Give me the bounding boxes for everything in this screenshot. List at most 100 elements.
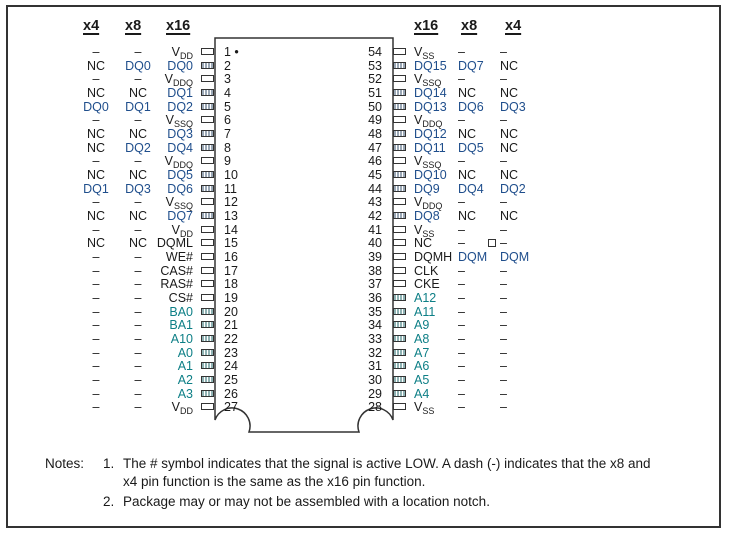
signal-name: DQ15 <box>414 58 447 73</box>
pin-x8-label: – <box>458 45 465 59</box>
pin-x4-label: – <box>500 345 507 360</box>
pin-x8-label: – <box>134 113 142 128</box>
pin-x8-label: NC <box>128 236 148 251</box>
pin-x8-label: – <box>134 250 142 265</box>
pin-x16-signal: DQ8 <box>414 209 440 223</box>
pin-lead <box>201 403 214 411</box>
signal-name: DQ13 <box>414 99 447 114</box>
pin-number: 35 <box>368 304 382 319</box>
signal-name: A8 <box>414 332 430 347</box>
pin-x4-label: NC <box>86 209 106 224</box>
pin-x16-signal: NC <box>414 236 432 250</box>
signal-name: V <box>171 400 180 415</box>
pin-x8-label: – <box>458 318 465 333</box>
pin-x8-label: DQ0 <box>125 58 151 73</box>
pin-x4-label: NC <box>500 86 519 100</box>
pin-x4-label: – <box>500 373 507 388</box>
pin-lead <box>201 184 214 192</box>
pin-number: 27 <box>224 400 238 415</box>
pin-lead <box>393 376 406 384</box>
pin-x16-signal: A5 <box>414 373 429 387</box>
pin-x4-label: NC <box>86 127 106 142</box>
pin-x16-signal: VSSQ <box>140 113 193 129</box>
signal-name: V <box>164 154 173 169</box>
signal-name: V <box>414 154 423 169</box>
pin-x16-signal: DQ12 <box>414 127 447 141</box>
signal-name: DQ0 <box>167 58 193 73</box>
signal-name: V <box>164 72 173 87</box>
pin-x8-label: – <box>458 263 465 278</box>
pin-x4-label: – <box>500 195 507 210</box>
pin-x16-signal: VSSQ <box>414 72 442 89</box>
signal-subscript: SSQ <box>422 78 442 89</box>
signal-subscript: DDQ <box>173 160 193 171</box>
signal-subscript: DD <box>180 51 193 61</box>
pin-x8-label: DQ5 <box>458 140 484 155</box>
pin-number: 28 <box>368 400 382 415</box>
pin-x4-label: – <box>500 291 507 306</box>
pin-x4-label: – <box>500 113 507 128</box>
pin-number: 32 <box>368 345 382 360</box>
pin-x4-label: – <box>92 72 100 87</box>
pin-number: 11 <box>224 181 237 196</box>
signal-name: CKE <box>414 277 440 292</box>
pin-lead <box>201 239 214 247</box>
pin-x4-label: – <box>92 304 100 319</box>
pin-number: 36 <box>368 291 382 306</box>
pin-lead <box>393 171 406 179</box>
pin-x4-label: – <box>92 400 100 415</box>
pin-number: 52 <box>368 72 382 87</box>
pin-x8-label: – <box>134 359 142 374</box>
pin-lead <box>393 239 406 247</box>
pin-x16-signal: VSS <box>414 45 434 61</box>
signal-name: V <box>414 113 423 128</box>
signal-name: V <box>171 222 180 237</box>
signal-name: V <box>414 45 423 59</box>
signal-subscript: DD <box>180 406 193 417</box>
pin-lead <box>201 61 214 69</box>
signal-name: DQ11 <box>414 140 446 155</box>
pin-number: 30 <box>368 373 382 388</box>
pin-lead <box>393 198 406 206</box>
pin-lead <box>393 75 406 83</box>
pin-x16-signal: DQ9 <box>414 182 440 196</box>
signal-name: NC <box>414 236 433 251</box>
pin-x16-signal: A4 <box>414 387 429 401</box>
pin-x8-label: – <box>134 291 142 306</box>
pin-number: 53 <box>368 58 382 73</box>
pin-x8-label: DQ7 <box>458 58 484 73</box>
pin-x16-signal: DQMH <box>414 250 452 264</box>
pin-number: 39 <box>368 250 382 265</box>
pin-lead <box>393 280 406 288</box>
pin-x16-signal: DQ5 <box>140 168 193 182</box>
pin-x16-signal: VDDQ <box>414 195 442 211</box>
pin-x16-signal: A12 <box>414 291 436 305</box>
pin-lead <box>393 403 406 411</box>
pin-number: 34 <box>368 318 382 333</box>
signal-name: DQ9 <box>414 181 440 196</box>
pin-x4-label: – <box>500 332 507 347</box>
pin-x8-label: – <box>458 195 465 210</box>
pin-x16-signal: VSSQ <box>414 154 441 170</box>
pin-x4-label: – <box>92 386 100 401</box>
pin-x16-signal: A1 <box>140 359 193 373</box>
pin-number: 42 <box>368 209 382 224</box>
signal-name: A3 <box>177 386 193 401</box>
pin-number: 4 <box>224 86 231 100</box>
pin-number: 23 <box>224 345 238 360</box>
pin-x16-signal: A10 <box>140 332 193 346</box>
pin-x4-label: – <box>500 359 507 374</box>
pin-x8-label: DQM <box>458 250 488 265</box>
note-number: 2. <box>103 494 115 509</box>
pin-x8-label: – <box>134 345 142 360</box>
signal-name: CS# <box>168 291 193 306</box>
signal-name: DQ2 <box>167 99 193 114</box>
pin-x8-label: DQ3 <box>125 181 151 196</box>
pin-x4-label: NC <box>500 58 519 73</box>
pin-x16-signal: A6 <box>414 359 429 373</box>
header-right-x4: x4 <box>505 18 522 34</box>
pin-lead <box>393 307 406 315</box>
pin-lead <box>393 184 406 192</box>
pin-number: 21 <box>224 318 238 333</box>
pin-x16-signal: CAS# <box>140 264 193 278</box>
